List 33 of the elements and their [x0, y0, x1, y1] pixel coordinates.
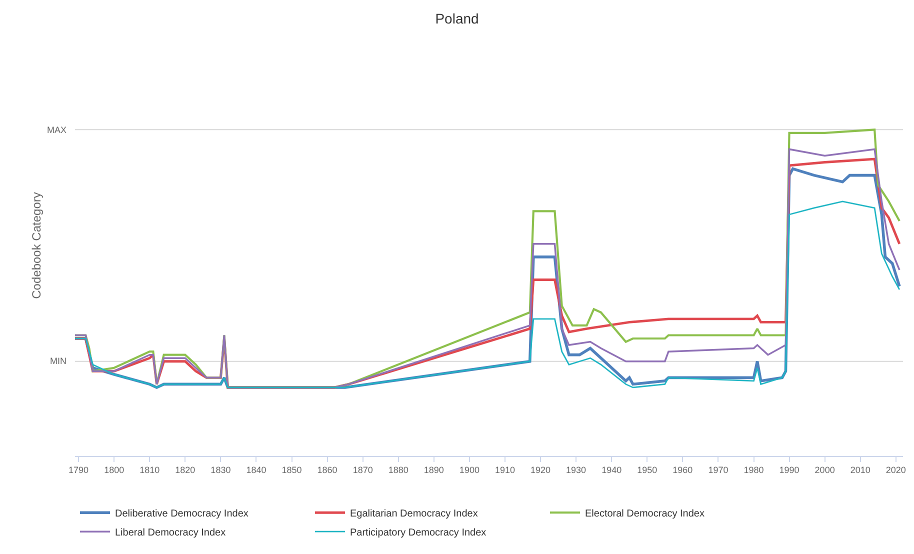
x-tick-label: 2010: [850, 464, 870, 475]
x-tick-label: 1950: [637, 464, 658, 475]
ref-line-label: MIN: [50, 356, 66, 366]
x-tick-label: 1910: [494, 464, 516, 475]
x-tick-label: 1870: [352, 464, 373, 475]
x-tick-label: 1880: [388, 464, 408, 475]
chart-title: Poland: [435, 10, 479, 27]
y-axis-title: Codebook Category: [29, 192, 44, 299]
x-tick-label: 1830: [210, 464, 231, 475]
x-tick-label: 1960: [672, 464, 693, 475]
legend-label: Participatory Democracy Index: [350, 528, 486, 538]
x-tick-label: 1800: [104, 464, 124, 475]
x-tick-label: 1850: [282, 464, 302, 475]
ref-line-label: MAX: [47, 125, 67, 135]
x-tick-label: 1840: [246, 464, 266, 475]
x-tick-label: 1970: [708, 464, 728, 475]
legend-label: Egalitarian Democracy Index: [350, 508, 478, 520]
x-tick-label: 1820: [175, 464, 196, 475]
legend-label: Liberal Democracy Index: [115, 528, 226, 538]
x-tick-label: 1990: [779, 464, 800, 475]
x-tick-label: 1940: [602, 464, 622, 475]
x-tick-label: 2020: [886, 464, 906, 475]
x-tick-label: 1890: [424, 464, 444, 475]
x-tick-label: 1860: [317, 464, 338, 475]
x-tick-label: 2000: [814, 464, 835, 475]
x-tick-label: 1930: [566, 464, 586, 475]
x-tick-label: 1790: [68, 464, 89, 475]
x-tick-label: 1900: [459, 464, 480, 475]
legend-label: Deliberative Democracy Index: [115, 508, 248, 520]
x-tick-label: 1810: [140, 464, 160, 475]
x-tick-label: 1980: [744, 464, 764, 475]
x-tick-label: 1920: [530, 464, 551, 475]
legend-label: Electoral Democracy Index: [585, 508, 704, 520]
